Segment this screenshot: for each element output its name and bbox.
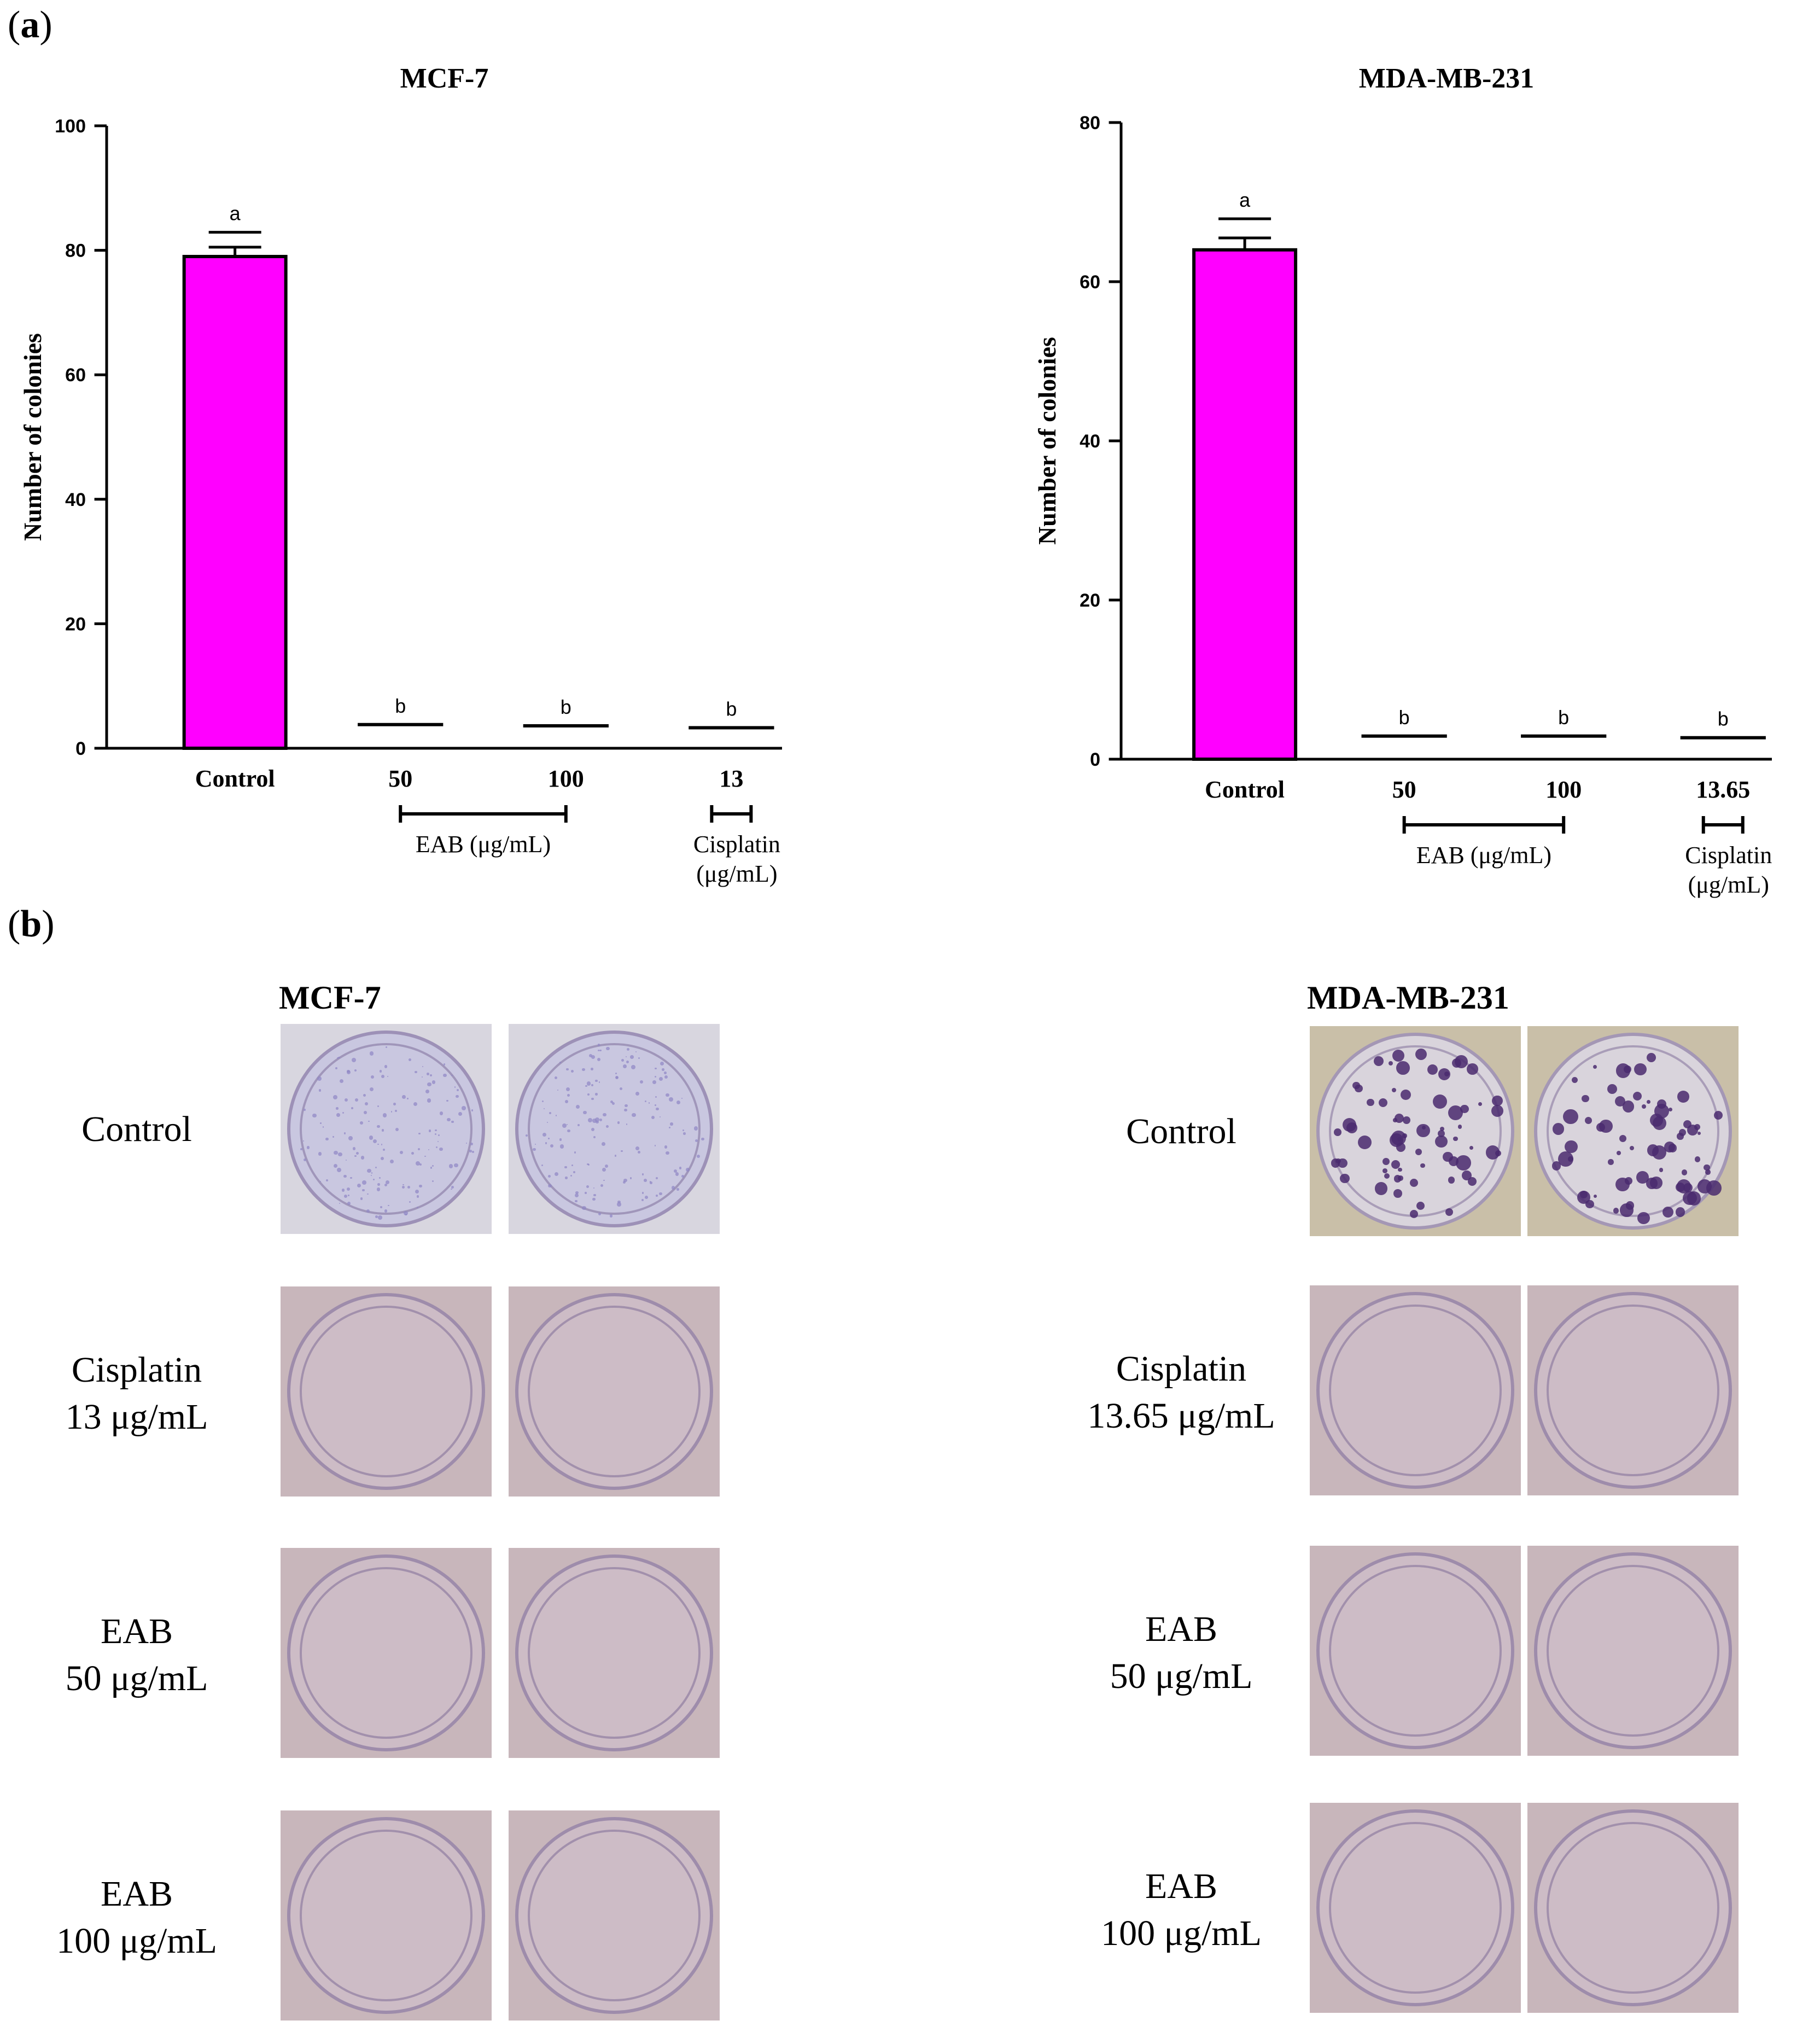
culture-dish-image bbox=[1527, 1803, 1739, 2013]
y-axis-label: Number of colonies bbox=[19, 333, 46, 541]
chart-title: MDA-MB-231 bbox=[1359, 63, 1535, 94]
y-tick-label: 40 bbox=[65, 490, 86, 510]
y-tick-label: 20 bbox=[65, 614, 86, 634]
significance-letter: b bbox=[561, 696, 571, 718]
photo-row-label: Cisplatin 13 μg/mL bbox=[22, 1347, 252, 1441]
y-tick-label: 80 bbox=[1080, 113, 1100, 133]
photo-row-label-line1: EAB bbox=[101, 1611, 173, 1651]
culture-dish-image bbox=[509, 1286, 720, 1497]
culture-dish-image bbox=[281, 1286, 492, 1497]
photo-row-label-line1: EAB bbox=[1145, 1609, 1217, 1649]
culture-dish-image bbox=[1310, 1026, 1521, 1236]
panel-b-label: (b) bbox=[8, 903, 55, 945]
culture-dish-image bbox=[281, 1024, 492, 1234]
bar bbox=[1192, 248, 1298, 761]
photo-row-label: Control bbox=[1039, 1108, 1323, 1155]
culture-dish-image bbox=[281, 1548, 492, 1758]
photo-row-label-line1: EAB bbox=[101, 1874, 173, 1914]
photo-row-label-line1: Cisplatin bbox=[71, 1350, 202, 1390]
y-tick-label: 80 bbox=[65, 241, 86, 261]
panel-a-label: (a) bbox=[8, 4, 52, 46]
mda-mb-231-colony-bar-chart: MDA-MB-231 Number of colonies 0 20 40 60 80 a Co… bbox=[1033, 63, 1772, 898]
photo-row-label-line1: Control bbox=[1126, 1111, 1236, 1151]
photo-row-label: EAB 100 μg/mL bbox=[1039, 1863, 1323, 1957]
culture-dish-image bbox=[1310, 1285, 1521, 1495]
chart-title: MCF-7 bbox=[400, 63, 489, 94]
photo-row-label-line2: 13.65 μg/mL bbox=[1087, 1395, 1275, 1436]
photo-row-label-line2: 13 μg/mL bbox=[65, 1396, 208, 1437]
group-label: Cisplatin bbox=[1685, 842, 1772, 869]
y-axis-label: Number of colonies bbox=[1033, 337, 1061, 545]
mda-mb-231-photo-title: MDA-MB-231 bbox=[1307, 980, 1509, 1016]
mcf7-photo-title: MCF-7 bbox=[279, 980, 381, 1016]
x-tick-label: Control bbox=[195, 765, 275, 792]
photo-row-label-line2: 100 μg/mL bbox=[1101, 1913, 1262, 1953]
y-tick-label: 0 bbox=[1090, 749, 1100, 770]
significance-letter: a bbox=[230, 202, 241, 225]
group-label: Cisplatin bbox=[693, 831, 780, 858]
group-label: EAB (μg/mL) bbox=[416, 831, 551, 858]
culture-dish-image bbox=[1527, 1546, 1739, 1756]
culture-dish-image bbox=[1310, 1803, 1521, 2013]
photo-row-label-line1: Control bbox=[81, 1109, 192, 1149]
significance-letter: a bbox=[1239, 189, 1251, 211]
x-tick-label: 100 bbox=[1545, 776, 1582, 803]
culture-dish-image bbox=[281, 1810, 492, 2020]
culture-dish-image bbox=[1527, 1285, 1739, 1495]
group-label: EAB (μg/mL) bbox=[1416, 842, 1551, 869]
y-tick-label: 60 bbox=[1080, 272, 1100, 293]
y-tick-label: 0 bbox=[75, 738, 86, 759]
x-tick-label: 13.65 bbox=[1696, 776, 1750, 803]
significance-letter: b bbox=[1558, 706, 1569, 729]
culture-dish-image bbox=[509, 1548, 720, 1758]
x-tick-label: 13 bbox=[719, 765, 743, 792]
x-tick-label: 50 bbox=[388, 765, 412, 792]
group-label: (μg/mL) bbox=[1688, 871, 1769, 898]
group-label: (μg/mL) bbox=[696, 860, 777, 887]
y-tick-label: 60 bbox=[65, 365, 86, 386]
y-tick-label: 20 bbox=[1080, 590, 1100, 611]
x-tick-label: 100 bbox=[548, 765, 584, 792]
photo-row-label: EAB 50 μg/mL bbox=[1039, 1606, 1323, 1700]
culture-dish-image bbox=[1527, 1026, 1739, 1236]
photo-row-label: EAB 50 μg/mL bbox=[22, 1608, 252, 1702]
x-tick-label: 50 bbox=[1392, 776, 1416, 803]
photo-row-label: Cisplatin 13.65 μg/mL bbox=[1039, 1346, 1323, 1440]
photo-row-label-line1: EAB bbox=[1145, 1866, 1217, 1906]
culture-dish-image bbox=[509, 1810, 720, 2020]
photo-row-label-line2: 50 μg/mL bbox=[1110, 1656, 1253, 1696]
culture-dish-image bbox=[1310, 1546, 1521, 1756]
bar bbox=[182, 254, 288, 750]
photo-row-label-line2: 50 μg/mL bbox=[65, 1658, 208, 1698]
y-tick-label: 100 bbox=[55, 116, 86, 137]
y-tick-label: 40 bbox=[1080, 431, 1100, 452]
significance-letter: b bbox=[395, 695, 406, 717]
photo-row-label-line2: 100 μg/mL bbox=[56, 1920, 217, 1961]
significance-letter: b bbox=[1718, 708, 1729, 730]
x-tick-label: Control bbox=[1205, 776, 1285, 803]
culture-dish-image bbox=[509, 1024, 720, 1234]
significance-letter: b bbox=[726, 697, 737, 720]
photo-row-label: EAB 100 μg/mL bbox=[22, 1871, 252, 1965]
mcf7-colony-bar-chart: MCF-7 Number of colonies 0 20 40 60 80 100 a Cont… bbox=[19, 63, 782, 887]
significance-letter: b bbox=[1399, 706, 1410, 729]
photo-row-label-line1: Cisplatin bbox=[1116, 1349, 1247, 1389]
photo-row-label: Control bbox=[22, 1106, 252, 1153]
